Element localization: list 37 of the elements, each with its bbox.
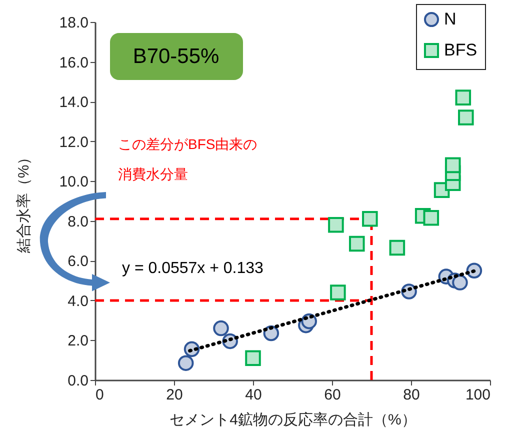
y-tick-label: 6.0 (68, 253, 88, 270)
legend-label: BFS (444, 40, 478, 60)
x-tick-label: 80 (403, 386, 420, 404)
annotation: この差分がBFS由来の (118, 136, 258, 152)
point (362, 211, 378, 227)
y-tick-label: 14.0 (59, 94, 88, 112)
point (423, 210, 440, 226)
point (452, 274, 468, 290)
y-tick-label: 18.0 (59, 14, 88, 32)
point (330, 284, 346, 300)
point (178, 355, 194, 371)
point (348, 236, 365, 252)
x-tick-label: 100 (465, 386, 490, 404)
y-tick-label: 10.0 (59, 174, 88, 191)
x-axis-title: セメント4鉱物の反応率の合計（%） (170, 412, 416, 428)
y-axis-title: 結合水率（%） (15, 150, 32, 254)
point (328, 216, 344, 233)
annotation: B70-55% (132, 45, 220, 68)
point (389, 240, 406, 256)
y-tick-label: 4.0 (68, 292, 88, 310)
x-tick-label: 40 (245, 386, 262, 404)
y-tick-label: 8.0 (68, 213, 88, 230)
x-tick-label: 0 (96, 386, 104, 404)
y-tick-label: 16.0 (59, 54, 88, 72)
y-tick-label: 0.0 (68, 372, 88, 390)
legend-label: N (444, 10, 456, 28)
point (444, 157, 461, 174)
x-tick-label: 20 (166, 386, 183, 404)
point (245, 350, 261, 366)
x-tick-label: 60 (324, 386, 341, 404)
point (213, 320, 229, 336)
annotation: y = 0.0557x + 0.133 (122, 260, 264, 277)
point (458, 110, 474, 126)
y-tick-label: 12.0 (59, 134, 88, 151)
y-tick-label: 2.0 (68, 332, 88, 350)
point (455, 90, 472, 106)
annotation: 消費水分量 (118, 166, 188, 182)
